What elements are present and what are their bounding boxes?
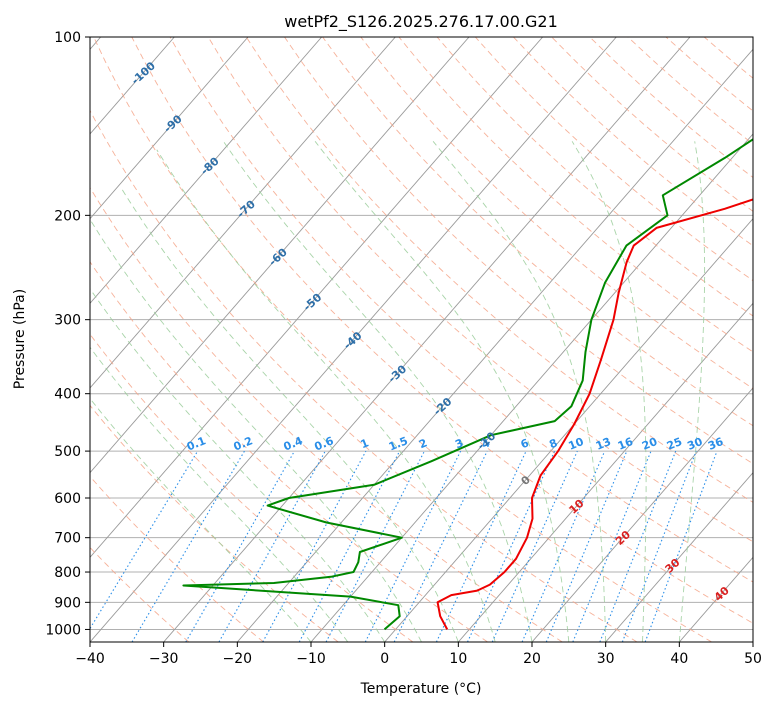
moist-adiabat: [156, 149, 496, 642]
y-tick-label: 800: [54, 565, 81, 581]
isotherm-line: [236, 48, 753, 642]
x-tick-label: 20: [523, 651, 541, 667]
isotherm-line: [531, 387, 753, 642]
isotherm-line: [163, 37, 691, 642]
moist-adiabat: [91, 221, 422, 642]
isotherm-line: [90, 37, 470, 474]
mixing-ratio-label: 36: [706, 435, 725, 453]
dry-adiabat: [90, 333, 414, 642]
dry-adiabat: [90, 109, 638, 642]
moist-adiabat: [223, 141, 533, 642]
y-tick-label: 300: [54, 313, 81, 329]
mixing-ratio-line: [131, 450, 245, 642]
x-tick-label: −30: [149, 651, 179, 667]
mixing-ratio-label: 25: [665, 435, 684, 453]
temperature-profile: [436, 198, 753, 630]
x-tick-label: −20: [223, 651, 253, 667]
dry-adiabat: [169, 37, 753, 583]
dry-adiabat: [90, 186, 563, 642]
mixing-ratio-label: 3: [453, 436, 465, 451]
chart-title: wetPf2_S126.2025.276.17.00.G21: [284, 12, 558, 32]
mixing-ratio-line: [467, 450, 556, 642]
dry-adiabat: [398, 37, 753, 353]
mixing-ratio-line: [90, 450, 199, 630]
mixing-ratio-line: [262, 450, 367, 642]
mixing-ratio-line: [218, 450, 326, 642]
dry-adiabat: [436, 37, 753, 317]
dry-adiabat: [90, 475, 264, 642]
grid-layer: [90, 37, 753, 642]
x-tick-label: 40: [670, 651, 688, 667]
y-tick-label: 1000: [45, 622, 81, 638]
isotherm-line: [605, 471, 753, 642]
moist-adiabat: [678, 141, 706, 642]
isotherm-line: [384, 217, 753, 642]
dry-adiabat: [245, 37, 753, 503]
mixing-ratio-label: 16: [616, 435, 635, 453]
mixing-ratio-label: 8: [547, 436, 559, 451]
moist-adiabat: [314, 141, 570, 642]
y-tick-label: 500: [54, 444, 81, 460]
y-tick-label: 900: [54, 595, 81, 611]
mixing-ratio-label: 2: [417, 436, 429, 451]
y-tick-label: 100: [54, 30, 81, 46]
isotherm-line: [90, 37, 617, 642]
y-tick-label: 700: [54, 531, 81, 547]
mixing-ratio-line: [185, 450, 295, 642]
x-tick-label: 30: [597, 651, 615, 667]
moist-adiabat: [432, 141, 607, 642]
mixing-ratio-line: [545, 450, 628, 642]
plot-frame: [89, 36, 754, 643]
x-tick-label: 0: [380, 651, 389, 667]
isotherm-line: [90, 37, 544, 559]
y-tick-label: 400: [54, 387, 81, 403]
moist-adiabat: [90, 346, 349, 642]
y-axis-label: Pressure (hPa): [12, 289, 28, 389]
mixing-ratio-label: 13: [594, 435, 613, 453]
mixing-ratio-label: 1: [359, 436, 371, 451]
x-axis-label: Temperature (°C): [360, 681, 482, 697]
dry-adiabat: [93, 37, 712, 642]
isotherm-line: [457, 302, 753, 642]
mixing-ratio-line: [491, 450, 578, 642]
moist-adiabat: [571, 141, 647, 642]
mixing-ratio-label: 10: [566, 435, 585, 453]
mixing-ratio-line: [435, 450, 527, 642]
dewpoint-profile: [182, 138, 753, 631]
moist-adiabat: [90, 288, 386, 642]
axis-layer: −40 −30 −20 −10 0 10 20 30 40 50 100 200 300 400 500 60…: [45, 30, 762, 667]
y-tick-label: 200: [54, 208, 81, 224]
x-tick-label: −10: [296, 651, 326, 667]
isotherm-line: [90, 37, 323, 304]
mixing-ratio-line: [521, 450, 606, 642]
dry-adiabat: [207, 37, 753, 543]
x-tick-label: 50: [744, 651, 762, 667]
x-tick-label: −40: [75, 651, 105, 667]
dry-adiabat: [131, 37, 753, 624]
mixing-ratio-line: [393, 450, 488, 642]
moist-adiabat: [120, 187, 459, 642]
x-tick-label: 10: [449, 651, 467, 667]
mixing-ratio-label: 20: [640, 435, 659, 453]
dry-adiabat: [90, 546, 190, 642]
y-tick-label: 600: [54, 491, 81, 507]
isotherm-line: [90, 37, 396, 389]
dry-adiabat: [90, 404, 339, 642]
isotherm-line: [90, 37, 249, 220]
mixing-ratio-label: 30: [685, 435, 704, 453]
data-layer: [182, 138, 753, 631]
dry-adiabat: [90, 261, 488, 642]
